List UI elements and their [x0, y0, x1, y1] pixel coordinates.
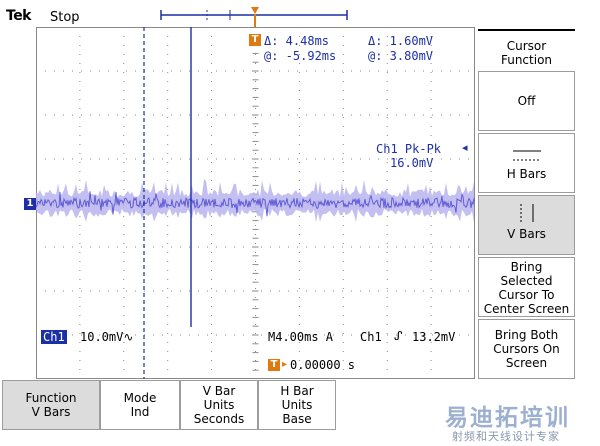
- both-cursors-line2: Cursors On: [493, 342, 560, 356]
- rising-edge-icon: ᔑ: [394, 329, 403, 343]
- watermark-subtitle: 射频和天线设计专家: [452, 430, 560, 443]
- channel1-label: Ch1: [41, 330, 67, 344]
- bottom-mode-line2: Ind: [130, 405, 150, 419]
- side-menu-off-label: Off: [517, 94, 536, 108]
- side-menu-title-line2: Function: [500, 53, 553, 67]
- cursor-at-time: @: -5.92ms: [264, 49, 337, 63]
- measurement-value: 16.0mV: [390, 156, 434, 170]
- record-overview-bar: [160, 7, 348, 27]
- side-menu-h-bars-label: H Bars: [506, 167, 547, 181]
- bottom-h-bar-line1: H Bar: [280, 384, 314, 398]
- bottom-mode-line1: Mode: [123, 391, 157, 405]
- bottom-function-line2: V Bars: [31, 405, 71, 419]
- both-cursors-line1: Bring Both: [494, 328, 559, 342]
- bottom-h-bar-line3: Base: [282, 412, 312, 426]
- channel1-marker[interactable]: 1: [24, 198, 36, 210]
- center-cursor-line1: Bring: [510, 260, 543, 274]
- bottom-v-bar-line2: Units: [203, 398, 235, 412]
- vertical-scale: 10.0mV∿: [80, 330, 134, 344]
- side-menu-h-bars-button[interactable]: H Bars: [478, 133, 575, 193]
- h-bars-icon: [512, 150, 541, 161]
- trigger-position-icon: T: [249, 34, 261, 46]
- side-menu-v-bars-label: V Bars: [507, 227, 546, 241]
- timebase: M4.00ms A: [268, 330, 334, 344]
- cursor-delta-volt: Δ: 1.60mV: [368, 34, 434, 48]
- bottom-menu-v-bar-units[interactable]: V Bar Units Seconds: [180, 380, 258, 430]
- waveform-display[interactable]: [36, 27, 475, 379]
- side-menu-both-cursors-button[interactable]: Bring Both Cursors On Screen: [478, 319, 575, 379]
- trigger-level: 13.2mV: [412, 330, 456, 344]
- trigger-position: 0.00000 s: [290, 358, 356, 372]
- cursor-delta-time: Δ: 4.48ms: [264, 34, 330, 48]
- bottom-menu-h-bar-units[interactable]: H Bar Units Base: [258, 380, 336, 430]
- trigger-position-icon-status: T: [268, 359, 280, 371]
- channel1-trace: [36, 179, 475, 223]
- center-cursor-line3: Cursor To: [498, 288, 555, 302]
- brand-logo: Tek: [6, 8, 32, 24]
- trace-line: [36, 191, 475, 217]
- measurement-label: Ch1 Pk-Pk: [376, 142, 442, 156]
- both-cursors-line3: Screen: [505, 356, 548, 370]
- cursor-at-volt: @: 3.80mV: [368, 49, 434, 63]
- arrow-right-icon: ▸: [282, 359, 288, 370]
- bottom-h-bar-line2: Units: [281, 398, 313, 412]
- side-menu-v-bars-button[interactable]: V Bars: [478, 195, 575, 255]
- side-menu-title-line1: Cursor: [506, 39, 547, 53]
- acquisition-status: Stop: [50, 10, 80, 25]
- center-cursor-line4: Center Screen: [483, 302, 570, 316]
- side-menu-center-cursor-button[interactable]: Bring Selected Cursor To Center Screen: [478, 257, 575, 317]
- arrow-left-icon: ◂: [462, 141, 468, 154]
- bottom-v-bar-line3: Seconds: [193, 412, 245, 426]
- watermark-logo: 易迪拓培训: [445, 405, 570, 431]
- side-menu-off-button[interactable]: Off: [478, 71, 575, 131]
- v-bars-icon: [520, 204, 533, 222]
- side-menu-title: Cursor Function: [478, 29, 575, 67]
- bottom-menu-function[interactable]: Function V Bars: [2, 380, 100, 430]
- bottom-v-bar-line1: V Bar: [202, 384, 236, 398]
- bottom-menu-mode[interactable]: Mode Ind: [100, 380, 180, 430]
- trigger-channel: Ch1: [360, 330, 382, 344]
- center-cursor-line2: Selected: [500, 274, 553, 288]
- bottom-function-line1: Function: [25, 391, 77, 405]
